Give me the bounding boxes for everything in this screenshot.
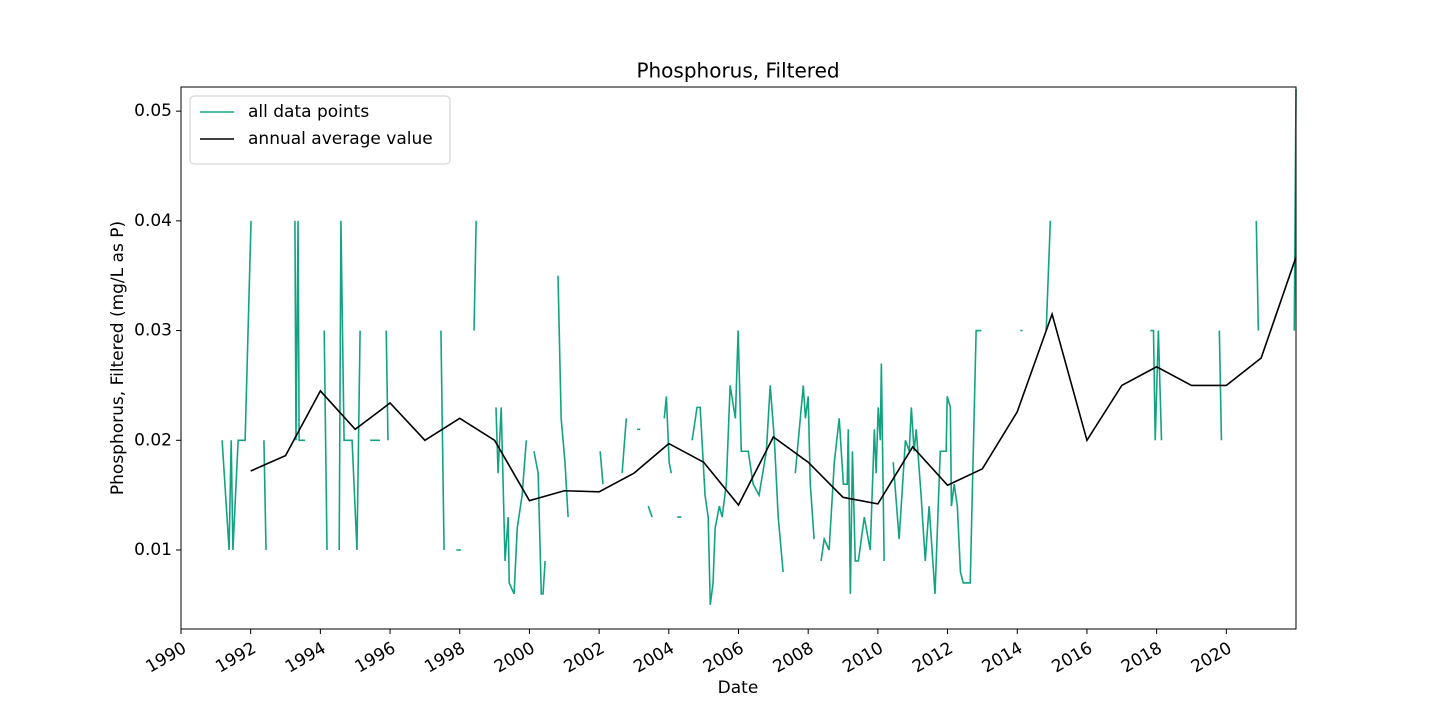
- legend-label: all data points: [248, 102, 369, 122]
- legend-box: [189, 95, 451, 165]
- y-tick-label: 0.02: [134, 430, 172, 450]
- y-axis-label: Phosphorus, Filtered (mg/L as P): [108, 221, 128, 495]
- y-tick-label: 0.03: [134, 321, 172, 341]
- x-axis-label: Date: [718, 678, 759, 698]
- y-tick-label: 0.01: [134, 540, 172, 560]
- data-line: [250, 256, 1297, 507]
- y-tick-label: 0.04: [134, 211, 172, 231]
- chart-title: Phosphorus, Filtered: [636, 59, 839, 83]
- data-line: [221, 89, 1297, 605]
- plot-frame: [180, 86, 1297, 630]
- legend-label: annual average value: [248, 129, 433, 149]
- y-tick-label: 0.05: [134, 101, 172, 121]
